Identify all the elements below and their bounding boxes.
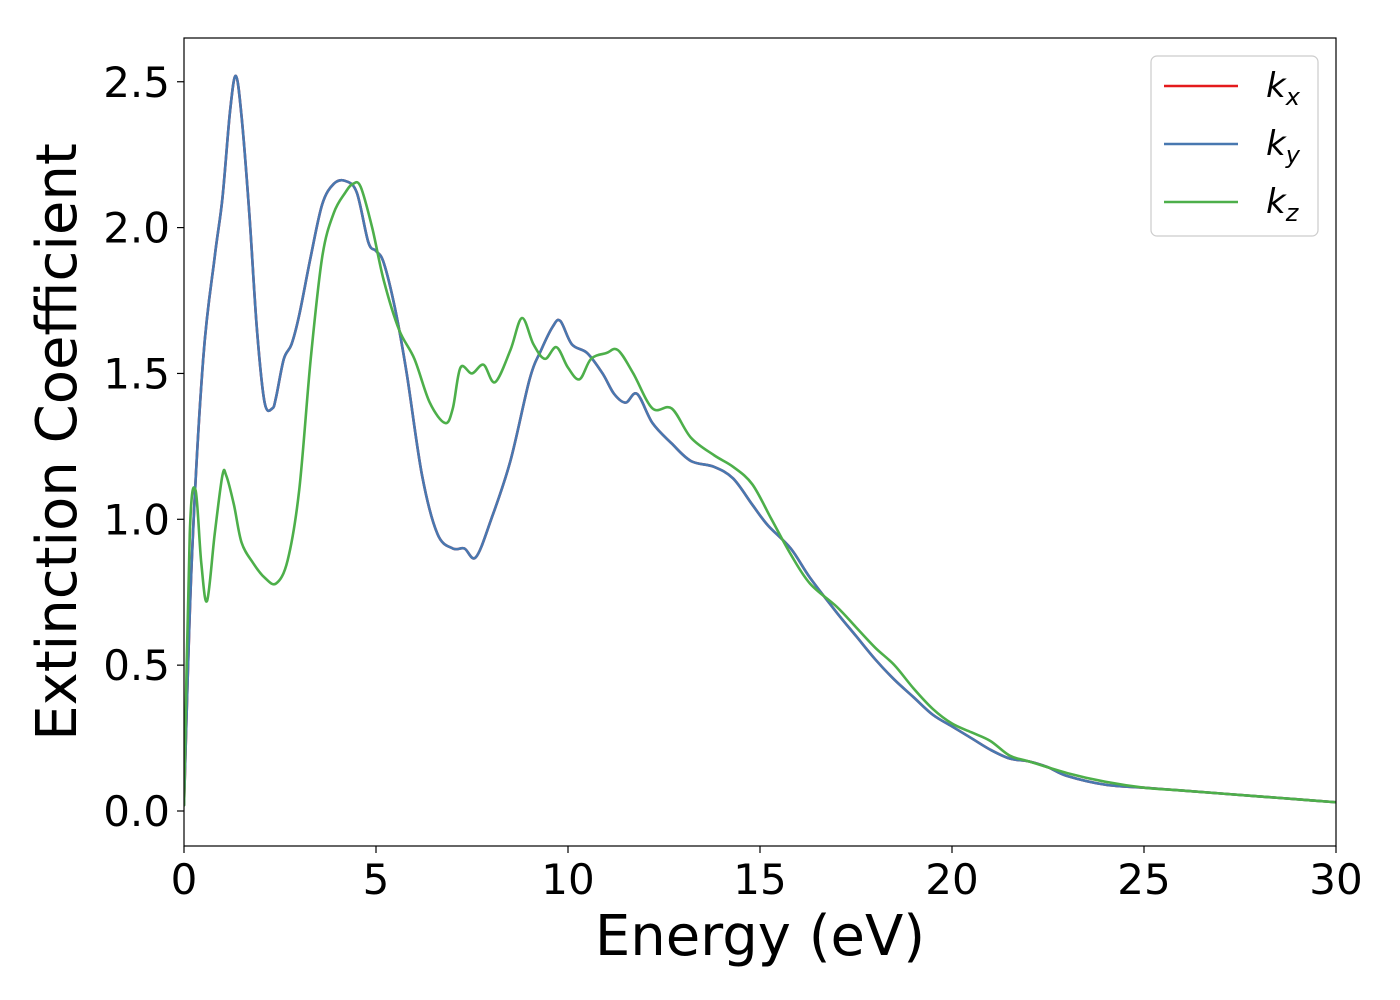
series-line-z <box>184 180 1336 807</box>
y-tick-label: 0.0 <box>103 787 170 836</box>
legend-label-z: kz <box>1266 182 1300 227</box>
series-line-y <box>184 74 1336 807</box>
legend-label-y: ky <box>1266 124 1301 169</box>
y-tick-label: 2.0 <box>103 204 170 253</box>
x-tick-label: 0 <box>171 855 198 904</box>
y-tick-label: 0.5 <box>103 641 170 690</box>
x-tick-label: 10 <box>541 855 594 904</box>
x-tick-label: 25 <box>1117 855 1170 904</box>
y-tick-label: 1.5 <box>103 349 170 398</box>
x-tick-label: 30 <box>1309 855 1362 904</box>
x-tick-label: 5 <box>363 855 390 904</box>
x-axis: 0 5 10 15 20 25 30 <box>171 846 1363 904</box>
y-tick-label: 2.5 <box>103 58 170 107</box>
series-lines <box>184 74 1336 807</box>
y-axis-title: Extinction Coefficient <box>25 143 90 741</box>
x-axis-title: Energy (eV) <box>595 904 925 969</box>
x-tick-label: 20 <box>925 855 978 904</box>
x-tick-label: 15 <box>733 855 786 904</box>
y-axis: 0.0 0.5 1.0 1.5 2.0 2.5 <box>103 58 184 836</box>
legend-box <box>1150 55 1319 237</box>
y-tick-label: 1.0 <box>103 495 170 544</box>
legend: kx ky kz <box>1150 55 1319 237</box>
legend-label-x: kx <box>1266 66 1301 111</box>
